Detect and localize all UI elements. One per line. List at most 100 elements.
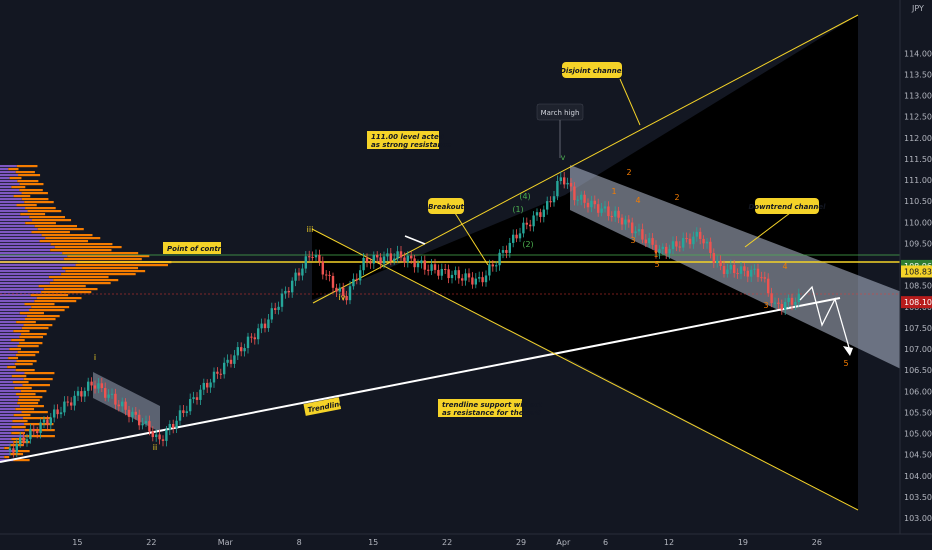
candle-body — [114, 393, 117, 405]
volume-bar-purple — [0, 204, 17, 207]
price-tick-label: 107.500 — [904, 324, 932, 333]
volume-bar-orange — [19, 183, 44, 186]
candle-body — [702, 238, 705, 244]
volume-bar-purple — [0, 273, 62, 276]
candle-body — [42, 419, 46, 423]
candle-body — [399, 251, 403, 258]
candle-body — [46, 419, 49, 425]
candle-body — [121, 401, 124, 407]
candle-body — [175, 420, 178, 428]
candle-body — [202, 382, 205, 390]
candle-body — [780, 303, 783, 310]
elliott-wave-label: 3 — [630, 236, 635, 245]
elliott-wave-label: iii — [307, 225, 314, 234]
volume-bar-orange — [75, 264, 168, 267]
volume-bar-purple — [0, 414, 14, 417]
candle-body — [386, 253, 389, 257]
volume-bar-purple — [0, 228, 38, 231]
volume-bar-purple — [0, 243, 51, 246]
volume-bar-orange — [26, 315, 60, 318]
volume-bar-purple — [0, 309, 30, 312]
candle-body — [131, 411, 134, 417]
candle-body — [144, 421, 148, 424]
volume-bar-purple — [0, 330, 14, 333]
volume-bar-purple — [0, 390, 21, 393]
volume-bar-orange — [41, 291, 92, 294]
volume-bar-orange — [67, 255, 150, 258]
volume-bar-purple — [0, 219, 32, 222]
candle-body — [546, 201, 549, 210]
volume-bar-purple — [0, 375, 12, 378]
volume-bar-purple — [0, 432, 12, 435]
disjoint-channel-lower — [311, 228, 859, 511]
volume-bar-purple — [0, 426, 12, 429]
elliott-wave-label: (4) — [519, 192, 530, 201]
volume-bar-purple — [0, 258, 64, 261]
candle-body — [444, 268, 447, 270]
candle-body — [141, 423, 144, 426]
svg-text:111.00 level acted: 111.00 level acted — [371, 133, 445, 141]
volume-bar-orange — [13, 330, 30, 333]
candle-body — [301, 268, 304, 276]
volume-bar-purple — [0, 354, 16, 357]
candle-body — [206, 382, 209, 388]
candle-body — [648, 238, 651, 244]
volume-bar-orange — [21, 333, 47, 336]
candle-body — [756, 268, 760, 278]
candle-body — [586, 202, 590, 208]
time-axis-background — [0, 534, 932, 550]
volume-bar-orange — [20, 213, 46, 216]
volume-bar-orange — [50, 243, 113, 246]
volume-bar-purple — [0, 207, 26, 210]
volume-bar-purple — [0, 180, 18, 183]
volume-bar-orange — [27, 210, 62, 213]
candle-body — [661, 246, 664, 250]
candle-body — [338, 287, 341, 292]
candle-body — [36, 431, 39, 434]
volume-bar-orange — [24, 423, 54, 426]
disjoint-pointer — [619, 78, 641, 126]
candle-body — [117, 404, 120, 407]
volume-bar-orange — [13, 441, 30, 444]
price-tick-label: 103.500 — [904, 493, 932, 502]
price-tick-label: 112.500 — [904, 113, 932, 122]
candle-body — [209, 382, 212, 388]
candle-body — [345, 295, 348, 301]
volume-bar-purple — [0, 429, 25, 432]
volume-bar-orange — [13, 450, 30, 453]
time-axis[interactable]: 15 22 Mar 8 15 22 29 Apr 6 12 19 26 — [72, 538, 822, 547]
volume-bar-purple — [0, 450, 14, 453]
candle-body — [321, 261, 324, 275]
annotation-downtrend-channel: Downtrend channel — [748, 198, 826, 214]
candle-body — [53, 409, 56, 418]
volume-bar-orange — [19, 405, 44, 408]
candle-body — [318, 254, 321, 262]
volume-bar-purple — [0, 279, 54, 282]
candle-body — [97, 383, 100, 389]
candle-body — [22, 437, 25, 443]
svg-text:March high: March high — [541, 109, 580, 117]
candle-body — [794, 301, 797, 305]
candle-body — [335, 287, 338, 292]
volume-bar-orange — [20, 390, 47, 393]
volume-bar-orange — [17, 180, 39, 183]
volume-bar-orange — [11, 186, 26, 189]
volume-bar-orange — [14, 387, 32, 390]
candle-body — [352, 278, 355, 287]
price-axis[interactable]: 103.000 103.500 104.000 104.500 105.000 105.5… — [904, 49, 932, 523]
volume-bar-orange — [16, 321, 36, 324]
disjoint-channel-upper — [312, 14, 859, 304]
volume-bar-purple — [0, 381, 13, 384]
price-tick-label: 104.000 — [904, 472, 932, 481]
candle-body — [274, 308, 277, 310]
candle-body — [257, 328, 260, 340]
elliott-wave-label: 5 — [654, 260, 659, 269]
candle-body — [104, 388, 107, 398]
volume-bar-purple — [0, 435, 25, 438]
candle-body — [549, 201, 552, 203]
candle-body — [100, 383, 103, 389]
candle-body — [505, 250, 508, 253]
candle-body — [192, 397, 195, 400]
annotation-breakout: Breakout — [428, 198, 465, 214]
